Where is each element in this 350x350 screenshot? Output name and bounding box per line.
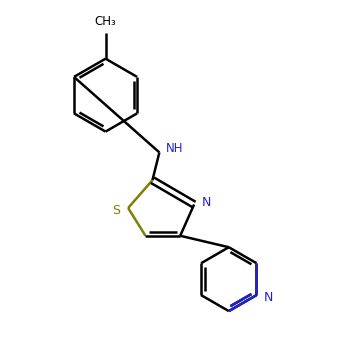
Text: NH: NH	[166, 142, 184, 155]
Text: N: N	[264, 292, 273, 304]
Text: N: N	[202, 196, 211, 209]
Text: CH₃: CH₃	[95, 15, 117, 28]
Text: S: S	[112, 204, 120, 217]
